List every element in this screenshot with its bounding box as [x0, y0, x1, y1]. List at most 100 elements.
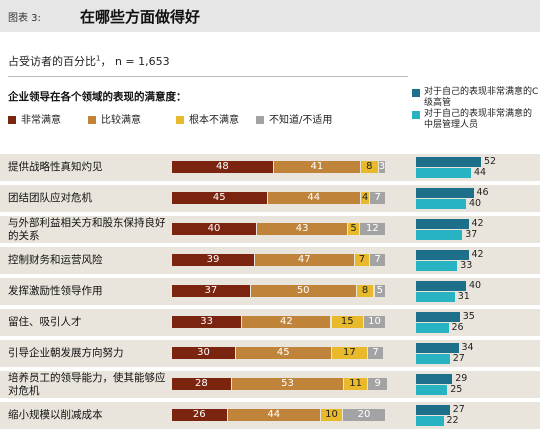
separator-line [8, 76, 408, 77]
middle-mgmt-bar [416, 416, 444, 426]
question-title: 企业领导在各个领域的表现的满意度： [8, 91, 187, 103]
legend-swatch [176, 116, 184, 124]
middle-mgmt-bar [416, 292, 455, 302]
bar-value-label: 27 [452, 353, 465, 364]
legend-swatch [8, 116, 16, 124]
bar-value-label: 22 [446, 415, 459, 426]
bar-segment: 5 [374, 285, 385, 297]
chart-row: 发挥激励性领导作用 37 50 8 5 40 31 [0, 278, 540, 305]
bar-segment: 28 [172, 378, 231, 390]
bar-segment: 17 [331, 347, 368, 359]
legend-item: 不知道/不适用 [256, 111, 332, 126]
category-label: 控制财务和运营风险 [8, 254, 103, 266]
legend-self-satisfaction: 对于自己的表现非常满意的C级高管 对于自己的表现非常满意的中层管理人员 [412, 87, 540, 131]
bar-value-label: 27 [452, 404, 465, 415]
footnote-marker: 1 [96, 54, 101, 63]
middle-mgmt-bar [416, 168, 471, 178]
middle-mgmt-bar [416, 385, 448, 395]
legend-item: 对于自己的表现非常满意的中层管理人员 [412, 109, 540, 131]
bar-segment: 44 [227, 409, 320, 421]
bar-segment: 48 [172, 161, 273, 173]
middle-mgmt-bar [416, 199, 466, 209]
bar-value-label: 40 [469, 198, 482, 209]
bar-segment: 8 [356, 285, 374, 297]
chart-row: 引导企业朝发展方向努力 30 45 17 7 34 27 [0, 340, 540, 367]
bar-segment: 15 [331, 316, 363, 328]
legend-item: 根本不满意 [176, 111, 239, 126]
bar-segment: 43 [257, 223, 348, 235]
chart-title: 在哪些方面做得好 [80, 8, 201, 26]
bar-segment: 45 [172, 192, 267, 204]
chart-row: 留住、吸引人才 33 42 15 10 35 26 [0, 309, 540, 336]
category-label: 留住、吸引人才 [8, 316, 82, 328]
legend-item: 非常满意 [8, 111, 61, 126]
middle-mgmt-bar [416, 323, 449, 333]
bar-value-label: 40 [469, 280, 482, 291]
bar-segment: 26 [172, 409, 227, 421]
bar-value-label: 42 [471, 249, 484, 260]
category-label: 培养员工的领导能力，使其能够应对危机 [8, 372, 166, 397]
bar-segment: 12 [359, 223, 385, 235]
c-level-bar [416, 281, 466, 291]
bar-segment: 37 [172, 285, 250, 297]
legend-item: 比较满意 [88, 111, 141, 126]
bar-segment: 53 [231, 378, 344, 390]
c-level-bar [416, 405, 450, 415]
bar-segment: 11 [344, 378, 368, 390]
c-level-bar [416, 343, 459, 353]
c-level-bar [416, 219, 469, 229]
chart-row: 提供战略性真知灼见 48 41 8 3 52 44 [0, 154, 540, 181]
bar-value-label: 52 [484, 156, 497, 167]
c-level-bar [416, 157, 481, 167]
legend-swatch [412, 89, 420, 97]
bar-segment: 39 [172, 254, 254, 266]
chart-row: 与外部利益相关方和股东保持良好的关系 40 43 5 12 42 37 [0, 216, 540, 243]
legend-label: 对于自己的表现非常满意的C级高管 [424, 87, 539, 108]
bar-segment: 30 [172, 347, 235, 359]
legend-label: 对于自己的表现非常满意的中层管理人员 [424, 109, 533, 130]
chart-row: 培养员工的领导能力，使其能够应对危机 28 53 11 9 29 25 [0, 371, 540, 398]
legend-item: 对于自己的表现非常满意的C级高管 [412, 87, 540, 109]
bar-segment: 10 [364, 316, 385, 328]
category-label: 提供战略性真知灼见 [8, 161, 103, 173]
bar-segment: 7 [370, 254, 385, 266]
bar-segment: 7 [368, 347, 383, 359]
legend-swatch [412, 111, 420, 119]
bar-segment: 47 [254, 254, 354, 266]
legend-label: 非常满意 [21, 115, 61, 126]
subtitle: 占受访者的百分比1， n = 1,653 [8, 53, 170, 69]
sample-size: ， n = 1,653 [100, 55, 170, 68]
bar-segment: 9 [368, 378, 388, 390]
bar-value-label: 35 [462, 311, 475, 322]
bar-value-label: 25 [450, 384, 463, 395]
bar-segment: 41 [273, 161, 360, 173]
bar-value-label: 42 [471, 218, 484, 229]
chart-row: 缩小规模以削减成本 26 44 10 20 27 22 [0, 402, 540, 429]
bar-segment: 45 [236, 347, 331, 359]
bar-value-label: 33 [460, 260, 473, 271]
bar-segment: 7 [370, 192, 385, 204]
bar-value-label: 44 [474, 167, 487, 178]
category-label: 与外部利益相关方和股东保持良好的关系 [8, 217, 166, 242]
bar-segment: 3 [378, 161, 386, 173]
chart-row: 团结团队应对危机 45 44 4 7 46 40 [0, 185, 540, 212]
subtitle-text: 占受访者的百分比 [8, 55, 96, 68]
bar-segment: 20 [343, 409, 385, 421]
legend-label: 不知道/不适用 [269, 115, 333, 126]
middle-mgmt-bar [416, 354, 450, 364]
legend-swatch [256, 116, 264, 124]
legend-satisfaction: 非常满意 比较满意 根本不满意 不知道/不适用 [8, 111, 408, 126]
bar-value-label: 37 [465, 229, 478, 240]
bar-segment: 4 [360, 192, 370, 204]
legend-label: 根本不满意 [189, 115, 239, 126]
bar-value-label: 26 [451, 322, 464, 333]
bar-segment: 33 [172, 316, 242, 328]
c-level-bar [416, 250, 469, 260]
chart-header: 图表 3: 在哪些方面做得好 [0, 0, 540, 32]
c-level-bar [416, 188, 474, 198]
figure-label: 图表 3: [8, 13, 41, 24]
bar-segment: 44 [267, 192, 360, 204]
bar-segment: 10 [321, 409, 342, 421]
chart-row: 控制财务和运营风险 39 47 7 7 42 33 [0, 247, 540, 274]
bar-value-label: 31 [457, 291, 470, 302]
